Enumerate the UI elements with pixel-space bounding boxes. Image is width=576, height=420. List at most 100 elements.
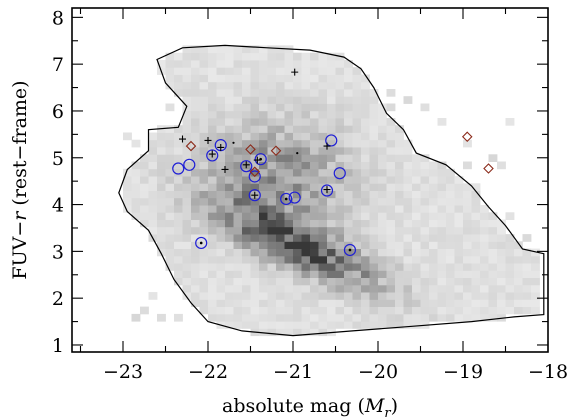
density-cell xyxy=(267,234,277,242)
density-cell xyxy=(123,176,132,184)
density-cell xyxy=(522,284,532,293)
density-cell xyxy=(199,306,209,315)
density-cell xyxy=(369,118,379,126)
density-cell xyxy=(344,219,353,228)
density-cell xyxy=(446,205,455,213)
density-cell xyxy=(199,45,209,54)
density-cell xyxy=(429,248,438,257)
plus-marker xyxy=(291,68,299,76)
density-cell xyxy=(463,212,472,220)
plus-marker xyxy=(251,191,259,199)
density-cell xyxy=(182,234,192,242)
density-cell xyxy=(429,205,438,213)
density-cell xyxy=(471,270,481,278)
density-cell xyxy=(471,306,481,315)
density-cell xyxy=(369,190,379,199)
density-cell xyxy=(182,255,192,264)
density-cell xyxy=(369,321,379,329)
density-cell xyxy=(395,147,404,155)
density-cell xyxy=(429,212,438,220)
density-cell xyxy=(471,241,481,249)
density-cell xyxy=(386,161,396,170)
density-cell xyxy=(361,154,370,162)
density-cell xyxy=(259,306,268,315)
density-cell xyxy=(395,313,404,322)
density-cell xyxy=(395,292,404,300)
density-cell xyxy=(361,284,370,293)
density-cell xyxy=(369,284,379,293)
density-cell xyxy=(242,255,251,264)
density-cell xyxy=(301,52,311,61)
density-cell xyxy=(531,299,540,307)
density-cell xyxy=(335,248,345,257)
density-cell xyxy=(378,183,387,191)
density-cell xyxy=(284,255,294,264)
density-cell xyxy=(199,118,209,126)
density-cell xyxy=(148,147,158,155)
density-cell xyxy=(216,81,226,90)
density-cell xyxy=(344,60,353,68)
density-cell xyxy=(488,234,498,242)
density-cell xyxy=(191,190,200,199)
density-cell xyxy=(284,154,294,162)
density-cell xyxy=(148,161,158,170)
density-cell xyxy=(267,328,277,337)
density-cell xyxy=(318,81,328,90)
density-cell xyxy=(463,197,472,206)
density-cell xyxy=(276,205,285,213)
density-cell xyxy=(225,277,234,286)
density-cell xyxy=(131,176,141,184)
density-cell xyxy=(242,306,251,315)
density-cell xyxy=(233,125,243,133)
density-cell xyxy=(454,197,464,206)
density-cell xyxy=(420,183,430,191)
density-cell xyxy=(182,154,192,162)
density-cell xyxy=(157,219,166,228)
density-cell xyxy=(310,255,319,264)
density-cell xyxy=(505,248,515,257)
density-cell xyxy=(403,205,413,213)
density-cell xyxy=(199,74,209,83)
density-cell xyxy=(480,313,489,322)
density-cell xyxy=(318,168,328,177)
density-cell xyxy=(386,103,396,112)
density-cell xyxy=(395,226,404,235)
density-cell xyxy=(199,110,209,119)
density-cell xyxy=(259,328,268,337)
density-cell xyxy=(131,197,141,206)
density-cell xyxy=(225,241,234,249)
density-cell xyxy=(352,321,362,329)
density-cell xyxy=(301,168,311,177)
density-cell xyxy=(233,147,243,155)
density-cell xyxy=(480,205,489,213)
density-cell xyxy=(327,263,336,271)
density-cell xyxy=(471,248,481,257)
density-cell xyxy=(412,176,421,184)
density-cell xyxy=(259,45,268,54)
density-cell xyxy=(208,263,217,271)
density-cell xyxy=(480,292,489,300)
density-cell xyxy=(284,125,294,133)
density-cell xyxy=(395,248,404,257)
density-cell xyxy=(259,183,268,191)
diamond-marker xyxy=(461,131,473,142)
density-cell xyxy=(199,219,209,228)
density-cell xyxy=(310,328,319,337)
density-cell xyxy=(369,197,379,206)
density-cell xyxy=(216,292,226,300)
density-cell xyxy=(335,270,345,278)
density-cell xyxy=(454,292,464,300)
density-cell xyxy=(250,255,260,264)
density-cell xyxy=(454,234,464,242)
density-cell xyxy=(335,176,345,184)
density-cell xyxy=(369,212,379,220)
density-cell xyxy=(123,197,132,206)
y-tick-label: 8 xyxy=(52,7,64,29)
density-cell xyxy=(242,284,251,293)
density-cell xyxy=(182,125,192,133)
density-cell xyxy=(208,103,217,112)
density-cell xyxy=(233,299,243,307)
density-cell xyxy=(225,255,234,264)
density-cell xyxy=(361,219,370,228)
density-cell xyxy=(395,183,404,191)
